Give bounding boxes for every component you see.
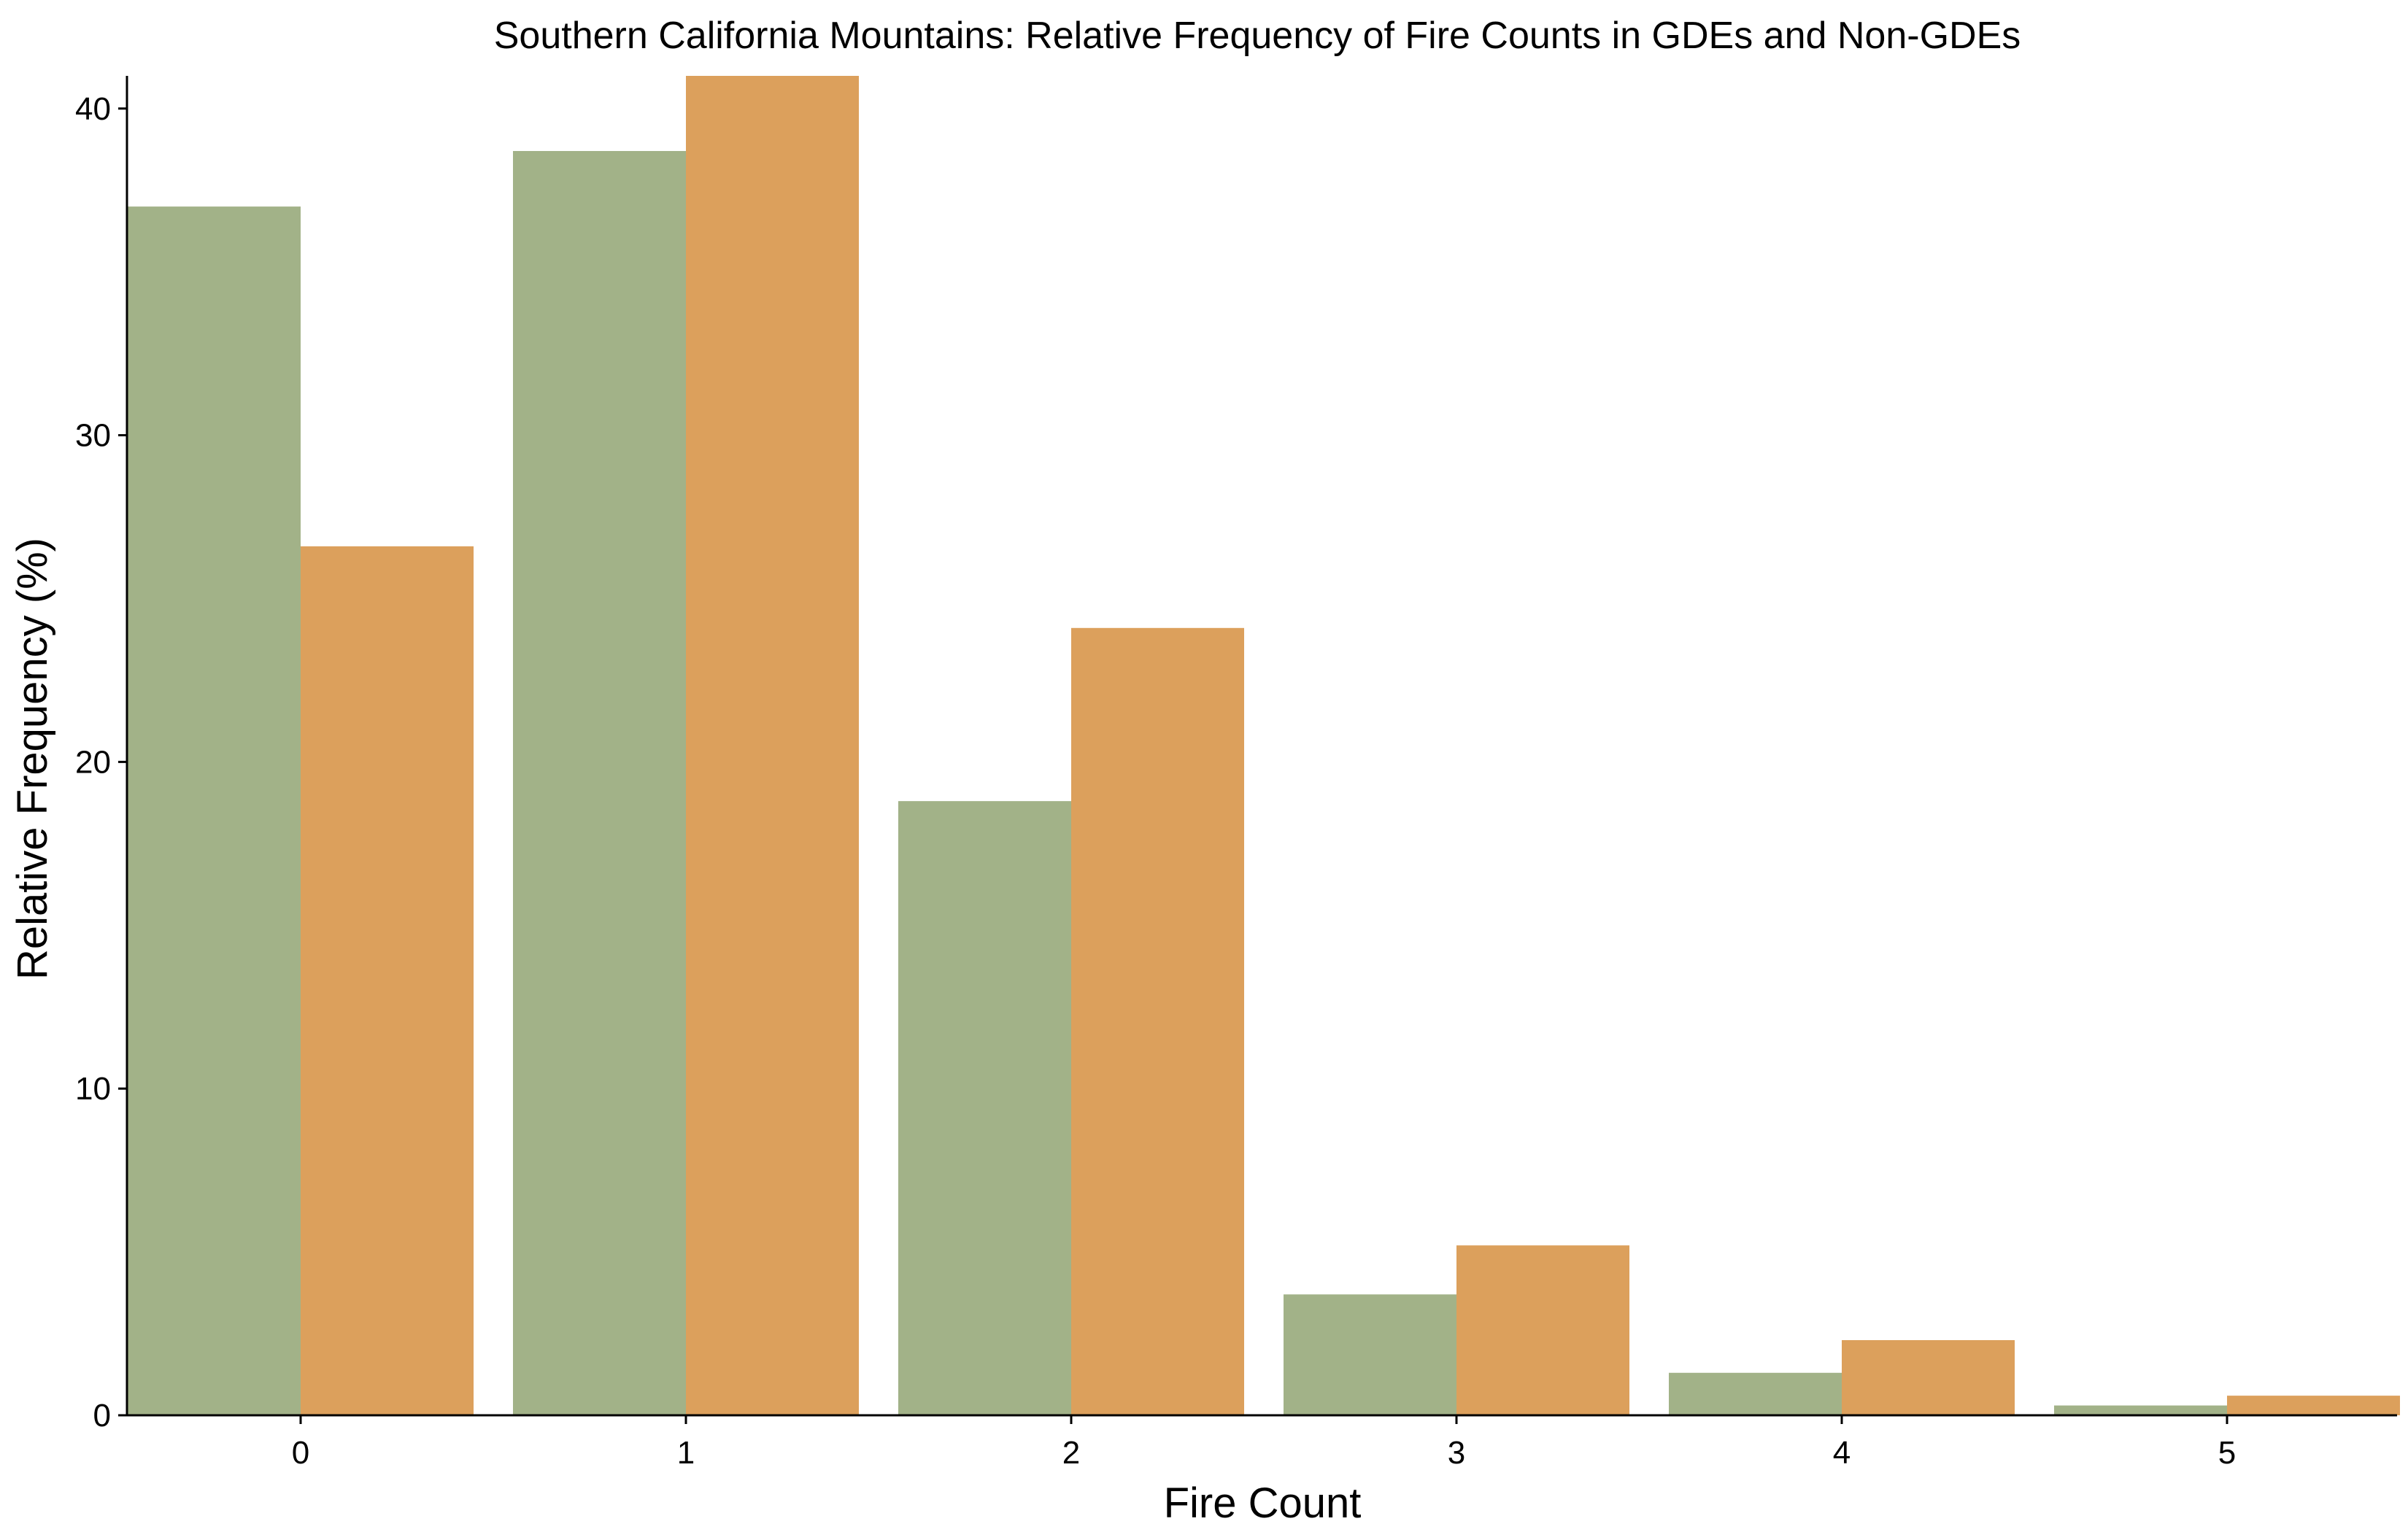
bar-series-2-count-4 bbox=[1842, 1340, 2015, 1415]
bar-series-2-count-1 bbox=[686, 76, 859, 1415]
bar-series-1-count-3 bbox=[1284, 1294, 1456, 1415]
y-tick-label-10: 10 bbox=[75, 1071, 111, 1107]
x-tick-label-0: 0 bbox=[292, 1435, 309, 1471]
x-tick-label-1: 1 bbox=[677, 1435, 695, 1471]
bar-series-1-count-1 bbox=[513, 150, 686, 1415]
x-tick-label-2: 2 bbox=[1062, 1435, 1080, 1471]
y-tick-label-30: 30 bbox=[75, 418, 111, 454]
bar-series-2-count-2 bbox=[1071, 627, 1244, 1415]
bar-series-2-count-5 bbox=[2227, 1396, 2400, 1415]
bars-group bbox=[128, 76, 2400, 1415]
y-tick-label-0: 0 bbox=[93, 1398, 111, 1434]
bar-series-2-count-0 bbox=[301, 546, 474, 1415]
x-tick-label-4: 4 bbox=[1833, 1435, 1851, 1471]
x-ticks-group: 0 1 2 3 4 5 bbox=[292, 1415, 2236, 1471]
chart-title: Southern California Mountains: Relative … bbox=[494, 15, 2021, 57]
y-tick-label-20: 20 bbox=[75, 744, 111, 780]
bar-series-1-count-2 bbox=[898, 801, 1071, 1415]
y-tick-label-40: 40 bbox=[75, 91, 111, 127]
y-ticks-group: 0 10 20 30 40 bbox=[75, 91, 127, 1434]
bar-series-1-count-0 bbox=[128, 206, 301, 1415]
x-axis-label: Fire Count bbox=[1164, 1479, 1362, 1527]
x-tick-label-3: 3 bbox=[1448, 1435, 1465, 1471]
bar-series-1-count-4 bbox=[1669, 1372, 1842, 1415]
bar-series-2-count-3 bbox=[1456, 1245, 1629, 1415]
x-tick-label-5: 5 bbox=[2218, 1435, 2236, 1471]
bar-series-1-count-5 bbox=[2054, 1405, 2227, 1415]
y-axis-label: Relative Frequency (%) bbox=[9, 538, 56, 980]
